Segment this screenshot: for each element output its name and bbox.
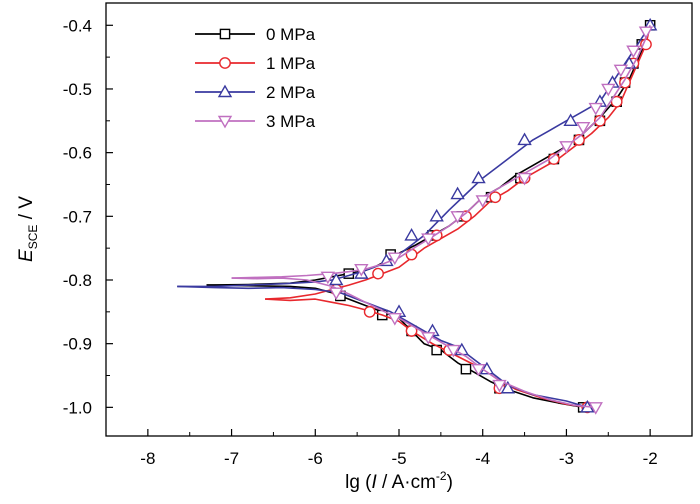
data-point [450, 211, 465, 224]
data-point [421, 332, 436, 345]
data-point [492, 379, 507, 393]
data-point [429, 208, 444, 222]
data-point [379, 253, 394, 267]
data-point [594, 114, 606, 127]
data-point [588, 102, 603, 116]
y-tick-label: -0.9 [63, 335, 92, 354]
legend-marker [219, 57, 231, 69]
x-tick-label: -5 [391, 449, 406, 468]
y-axis-title: ESCE / V [16, 196, 40, 262]
data-point [517, 132, 532, 146]
data-point [479, 361, 495, 375]
x-tick-label: -8 [140, 449, 155, 468]
data-point [363, 305, 376, 318]
y-tick-label: -0.8 [63, 271, 92, 290]
series-2-mpa [177, 17, 658, 413]
data-point [517, 172, 532, 186]
series-0-mpa [206, 19, 656, 413]
data-point [329, 287, 344, 301]
legend-marker [217, 115, 233, 129]
y-tick-label: -0.5 [63, 80, 92, 99]
data-point [329, 272, 344, 286]
series-line-anodic [265, 25, 651, 300]
data-point [372, 267, 384, 280]
x-tick-label: -4 [475, 449, 490, 468]
data-point [450, 186, 465, 200]
y-tick-label: -0.4 [63, 16, 92, 35]
data-point [387, 252, 403, 266]
plot-frame [105, 2, 693, 437]
x-tick-label: -2 [643, 449, 658, 468]
legend-marker [217, 84, 233, 98]
x-tick-label: -7 [224, 449, 239, 468]
data-point [588, 402, 603, 415]
legend-label: 3 MPa [266, 112, 316, 131]
series-3-mpa [231, 25, 654, 415]
data-point [489, 191, 502, 204]
data-point [601, 83, 616, 97]
data-point [387, 312, 403, 326]
data-point [404, 228, 419, 241]
data-point [613, 64, 629, 78]
series-line-anodic [177, 24, 651, 288]
legend-label: 0 MPa [266, 25, 316, 44]
series-line-anodic [231, 25, 651, 279]
x-tick-label: -6 [308, 449, 323, 468]
data-point [559, 141, 574, 154]
y-tick-label: -0.6 [63, 144, 92, 163]
data-point [471, 170, 486, 184]
series-layer [177, 17, 658, 415]
data-point [446, 344, 461, 358]
legend: 0 MPa 1 MPa 2 MPa 3 MPa [195, 25, 316, 131]
data-point [638, 26, 654, 40]
data-point [354, 263, 369, 277]
data-point [421, 233, 436, 247]
legend-item: 0 MPa [195, 25, 316, 44]
legend-marker [219, 28, 231, 40]
series-line-cathodic [177, 285, 588, 409]
legend-item: 1 MPa [195, 54, 316, 73]
data-point [500, 380, 516, 394]
legend-label: 1 MPa [266, 54, 316, 73]
y-tick-label: -0.7 [63, 207, 92, 226]
data-point [619, 76, 631, 89]
legend-label: 2 MPa [266, 83, 316, 102]
data-point [475, 195, 490, 208]
x-tick-label: -3 [559, 449, 574, 468]
axis-ticks: -8 -7 -6 -5 -4 -3 -2 -0.4 -0.5 -0.6 -0.7 -0.8 -0.9 -1… [63, 16, 693, 468]
data-point [405, 248, 418, 261]
series-line-cathodic [206, 284, 584, 409]
data-point [626, 45, 641, 59]
series-line-cathodic [265, 298, 588, 409]
series-line-cathodic [231, 277, 596, 409]
y-tick-label: -1.0 [63, 398, 92, 417]
legend-item: 3 MPa [195, 112, 316, 131]
data-point [320, 271, 336, 285]
legend-item: 2 MPa [195, 83, 316, 102]
data-point [460, 363, 472, 375]
data-point [575, 121, 591, 135]
data-point [471, 363, 486, 377]
x-axis-title: lg (I / A·cm-2) [345, 469, 453, 493]
data-point [563, 113, 578, 127]
data-point [610, 95, 623, 108]
